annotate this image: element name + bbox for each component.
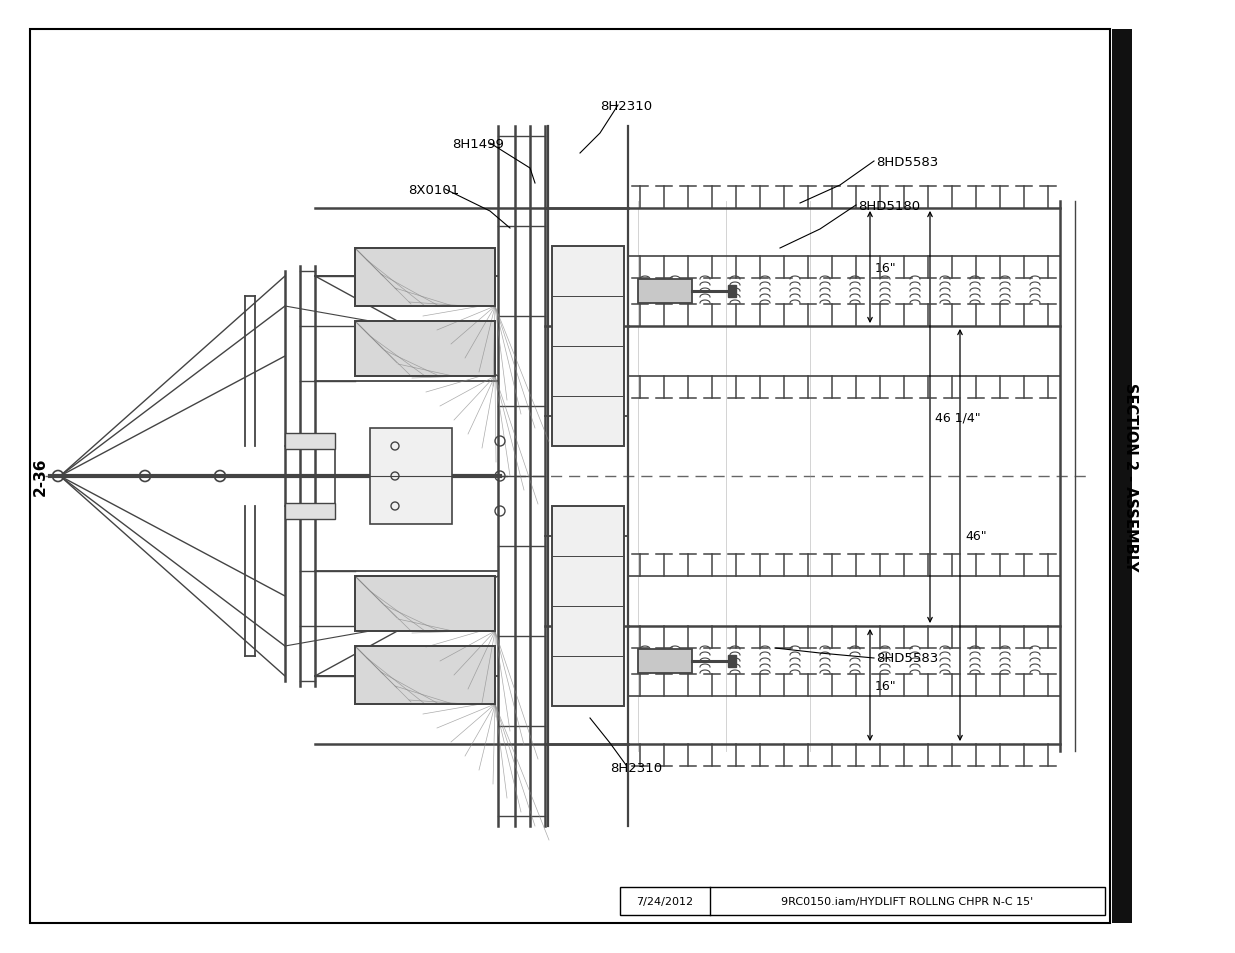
Text: 8H2310: 8H2310 <box>600 99 652 112</box>
Bar <box>727 656 736 667</box>
Text: 8H2310: 8H2310 <box>610 761 662 775</box>
Bar <box>354 322 495 376</box>
Bar <box>354 646 495 704</box>
Text: 8HD5180: 8HD5180 <box>858 199 920 213</box>
Text: 8X0101: 8X0101 <box>408 183 459 196</box>
Text: 16": 16" <box>876 261 897 274</box>
Bar <box>638 649 692 673</box>
Text: 16": 16" <box>876 679 897 692</box>
Text: 8HD5583: 8HD5583 <box>876 652 939 665</box>
Bar <box>727 286 736 297</box>
Text: 2-36: 2-36 <box>32 457 47 496</box>
Bar <box>552 506 624 706</box>
Text: 9RC0150.iam/HYDLIFT ROLLNG CHPR N-C 15': 9RC0150.iam/HYDLIFT ROLLNG CHPR N-C 15' <box>782 896 1034 906</box>
Bar <box>1112 30 1132 923</box>
Text: 46": 46" <box>965 529 987 542</box>
Bar <box>354 322 495 376</box>
Text: SECTION 2 - ASSEMBLY: SECTION 2 - ASSEMBLY <box>1123 382 1137 571</box>
Bar <box>354 249 495 307</box>
Bar <box>354 646 495 704</box>
Bar <box>552 247 624 447</box>
Bar <box>30 30 1110 923</box>
Bar <box>638 280 692 304</box>
Text: 8H1499: 8H1499 <box>452 137 504 151</box>
Bar <box>285 434 335 450</box>
Bar <box>285 503 335 519</box>
Bar <box>354 577 495 631</box>
Bar <box>354 249 495 307</box>
Bar <box>370 429 452 524</box>
Text: 8HD5583: 8HD5583 <box>876 155 939 169</box>
Text: 7/24/2012: 7/24/2012 <box>636 896 694 906</box>
Bar <box>354 577 495 631</box>
Bar <box>620 887 1105 915</box>
Text: 46 1/4": 46 1/4" <box>935 411 981 424</box>
